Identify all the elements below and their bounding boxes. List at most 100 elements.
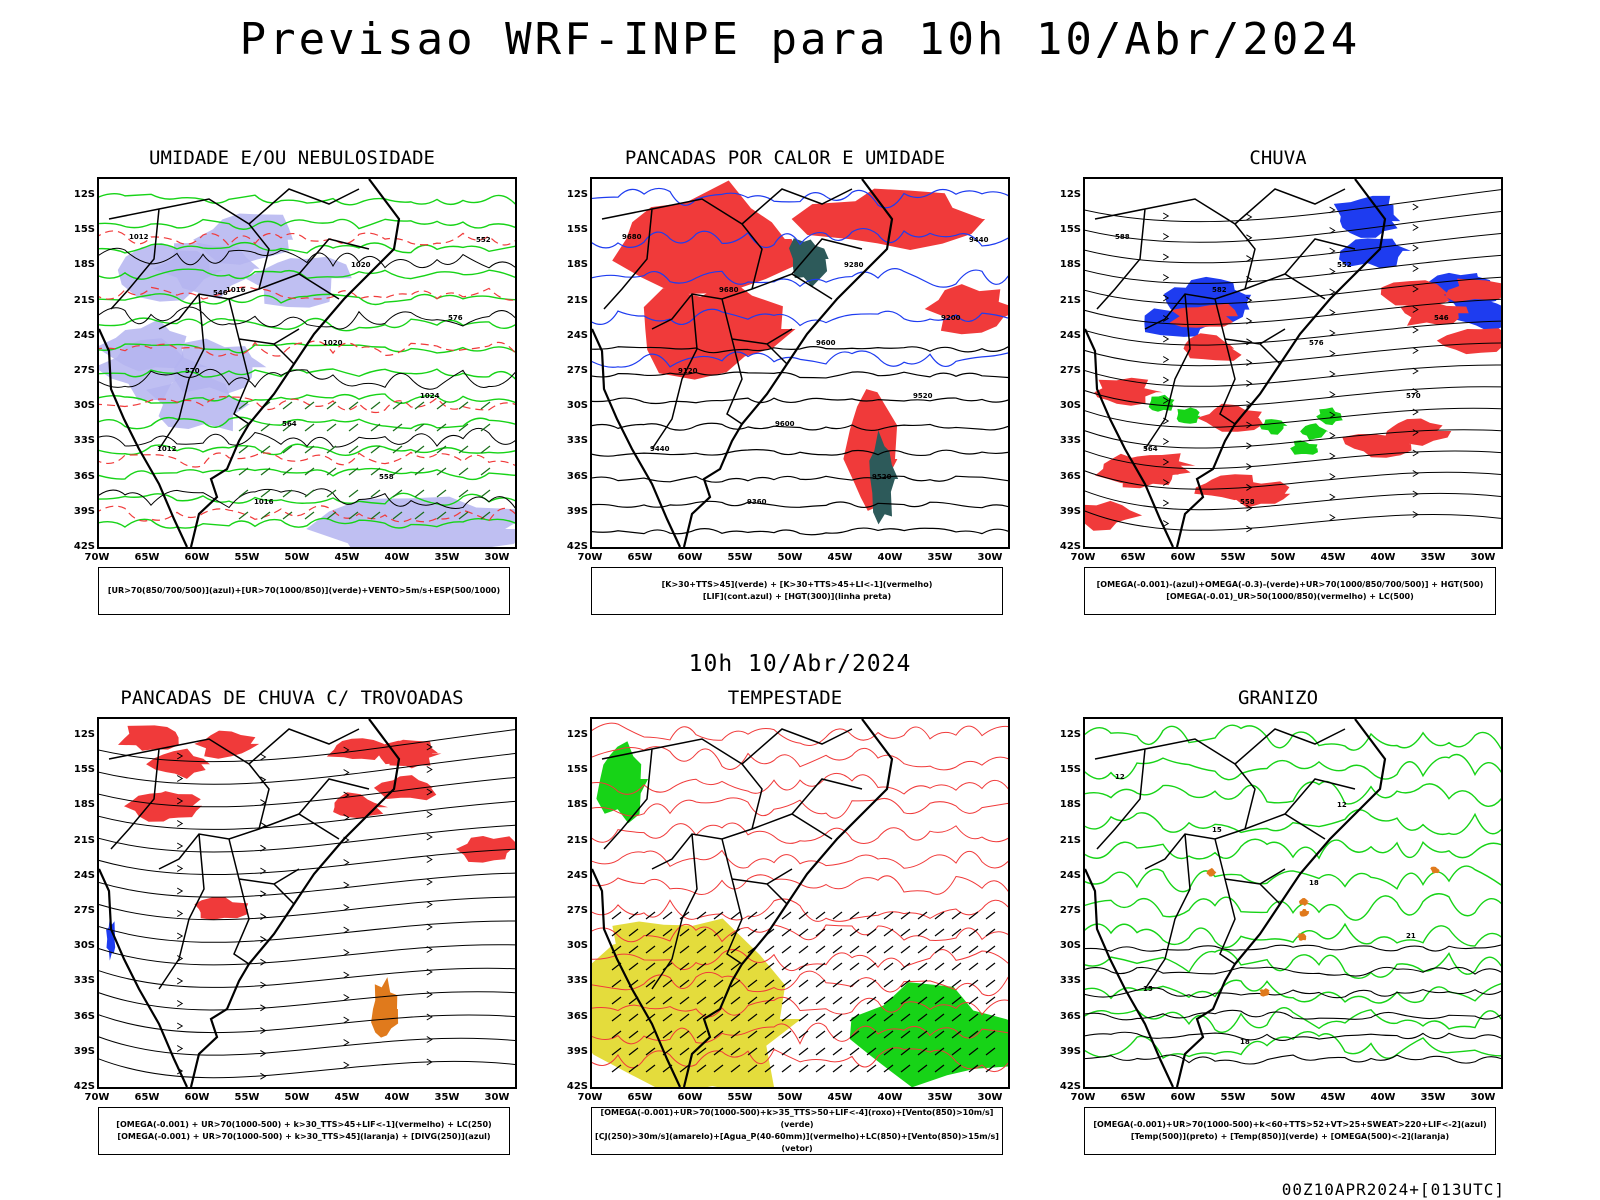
hgt300-contour xyxy=(592,475,1008,483)
wind-vector xyxy=(282,511,293,520)
wind-vector xyxy=(392,423,403,432)
streamline xyxy=(1085,276,1501,305)
contour-label: 558 xyxy=(1240,498,1255,506)
wind-vector xyxy=(832,945,843,954)
wind-vector xyxy=(951,945,962,954)
streamline-arrow xyxy=(1329,473,1336,480)
latitude-tick-label: 36S xyxy=(566,470,588,482)
streamline xyxy=(99,967,515,988)
longitude-tick-label: 40W xyxy=(877,1092,903,1103)
streamline xyxy=(1085,407,1501,428)
streamline-arrow xyxy=(1246,483,1253,491)
wind-vector xyxy=(798,996,809,1005)
wind-vector xyxy=(815,996,826,1005)
wind-vector xyxy=(747,1047,758,1056)
latitude-tick-label: 15S xyxy=(566,224,588,236)
longitude-tick-label: 30W xyxy=(1470,1092,1496,1103)
latitude-tick-label: 27S xyxy=(1059,365,1081,376)
wind-vector xyxy=(282,423,293,432)
latitude-tick-label: 18S xyxy=(1059,259,1081,271)
latitude-tick-label: 39S xyxy=(1059,1045,1081,1057)
wind-vector xyxy=(730,911,741,920)
wind-vector xyxy=(917,979,928,988)
storm-red-area xyxy=(333,792,388,819)
wind-vector xyxy=(883,1047,894,1056)
longitude-tick-label: 70W xyxy=(577,552,603,563)
panel-legend: [OMEGA(-0.001) + UR>70(1000-500) + k>30_… xyxy=(98,1107,510,1155)
wind-vector xyxy=(849,1047,860,1056)
wind-vector xyxy=(985,1030,996,1039)
wind-vector xyxy=(968,962,979,971)
wind-vector xyxy=(304,511,315,520)
model-run-label: 00Z10APR2024+[013UTC] xyxy=(1281,1180,1505,1199)
wind-vector xyxy=(917,945,928,954)
wind-vector xyxy=(985,928,996,937)
streamline xyxy=(1085,298,1501,326)
wind-vector xyxy=(414,489,425,498)
temp850-contour xyxy=(1085,780,1501,807)
wind-vector xyxy=(713,1013,724,1022)
wind-vector xyxy=(304,423,315,432)
wind-vector xyxy=(951,928,962,937)
lifted-index-contour xyxy=(592,308,1008,327)
wind-vector xyxy=(370,467,381,476)
wind-vector xyxy=(480,467,491,476)
longitude-tick-label: 30W xyxy=(1470,552,1496,563)
streamline-arrow xyxy=(1162,479,1170,486)
instability-red-area xyxy=(643,278,796,380)
wind-vector xyxy=(764,962,775,971)
longitude-tick-label: 40W xyxy=(384,552,410,563)
forecast-map: 12 15 18 21 15 18 12 xyxy=(1083,717,1503,1089)
streamline-arrow xyxy=(1329,514,1336,521)
wind-vector xyxy=(260,445,271,454)
wind-vector xyxy=(917,1030,928,1039)
latitude-tick-label: 12S xyxy=(73,729,95,740)
wind-vector xyxy=(628,1013,639,1022)
streamline-arrow xyxy=(343,971,350,979)
wind-vector xyxy=(900,1030,911,1039)
wind-vector xyxy=(436,467,447,476)
latitude-tick-label: 24S xyxy=(566,329,588,341)
wind-vector xyxy=(436,445,447,454)
streamline-arrow xyxy=(1329,329,1336,337)
storm-orange-area xyxy=(371,977,399,1038)
rain-red-area xyxy=(1436,328,1501,355)
wind-vector xyxy=(730,1013,741,1022)
omega-green-area xyxy=(1176,407,1201,424)
wind-vector xyxy=(348,511,359,520)
streamline xyxy=(99,872,515,898)
streamline-arrow xyxy=(426,788,433,796)
hgt300-contour xyxy=(592,397,1008,405)
wind-vector xyxy=(392,445,403,454)
wind-vector xyxy=(815,962,826,971)
streamline-arrow xyxy=(1162,356,1170,363)
wind-vector xyxy=(764,945,775,954)
wind-vector xyxy=(696,945,707,954)
latitude-tick-label: 15S xyxy=(73,224,95,236)
longitude-tick-label: 35W xyxy=(1420,1092,1446,1103)
wind-vector xyxy=(611,1013,622,1022)
wind-vector xyxy=(679,996,690,1005)
wind-vector xyxy=(968,911,979,920)
precipitable-water-contour xyxy=(592,849,1008,869)
wind-vector xyxy=(747,928,758,937)
wind-vector xyxy=(781,1030,792,1039)
wind-vector xyxy=(934,979,945,988)
coastline xyxy=(1085,719,1387,1087)
humidity-upper-area xyxy=(99,319,187,372)
wind-vector xyxy=(985,962,996,971)
streamline-arrow xyxy=(1329,391,1336,398)
wind-vector xyxy=(764,1030,775,1039)
longitude-tick-label: 60W xyxy=(677,552,703,563)
contour-label: 570 xyxy=(1406,392,1421,400)
wind-vector xyxy=(781,1013,792,1022)
wind-vector xyxy=(713,996,724,1005)
streamline-arrow xyxy=(260,844,267,852)
thickness-contour xyxy=(99,340,515,357)
instability-red-area xyxy=(791,188,986,250)
latitude-tick-label: 21S xyxy=(566,834,588,846)
rain-red-area xyxy=(1400,301,1469,326)
wind-vector xyxy=(849,945,860,954)
wind-vector xyxy=(645,1064,656,1073)
instability-green-area xyxy=(789,238,829,287)
